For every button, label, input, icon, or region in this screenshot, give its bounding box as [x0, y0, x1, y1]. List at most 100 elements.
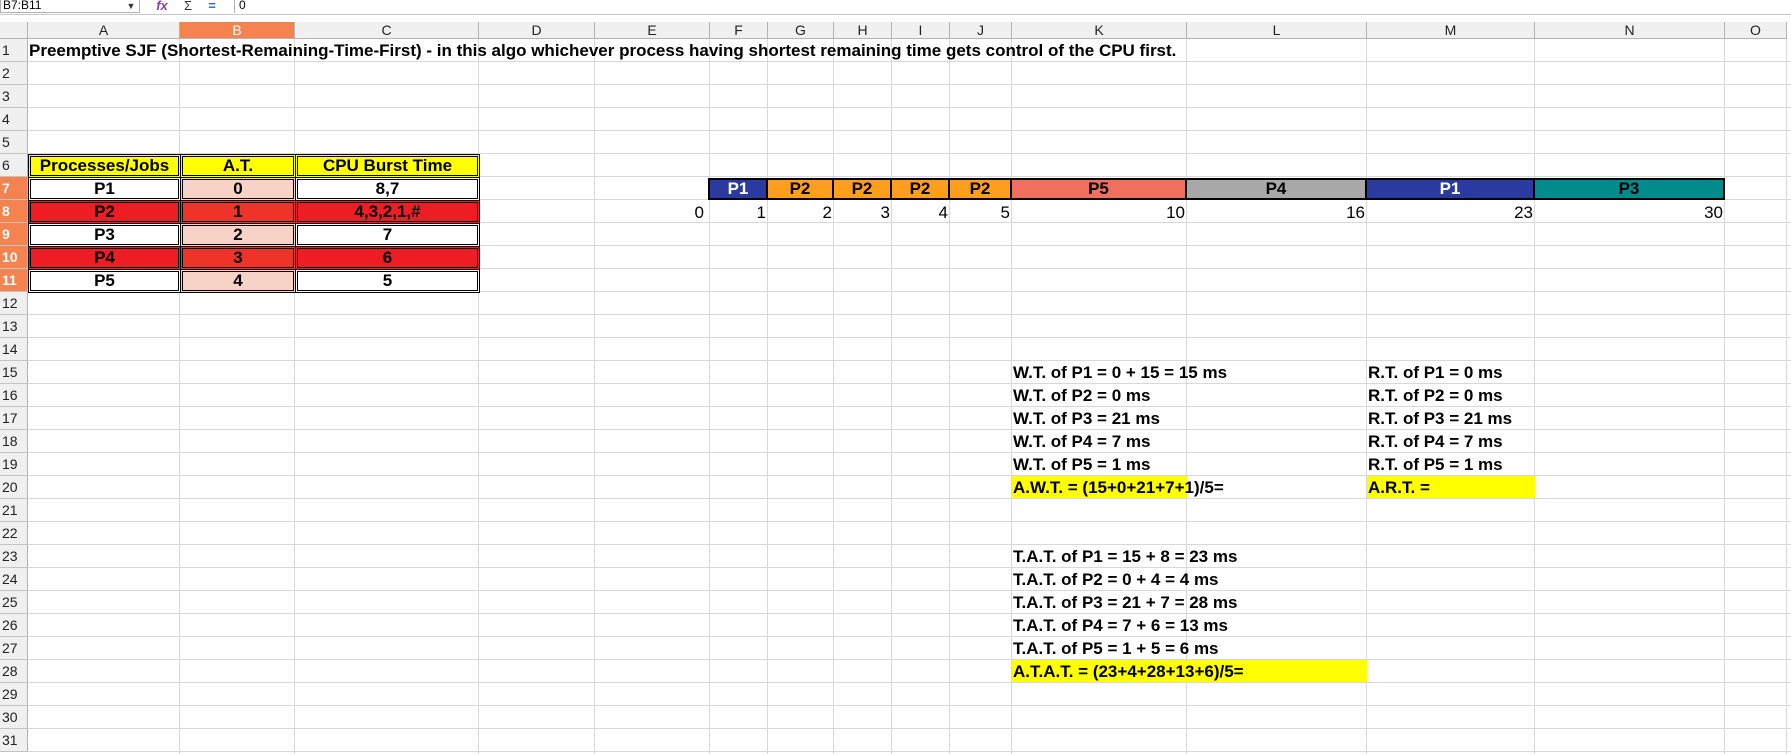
column-header-j[interactable]: J	[950, 22, 1012, 39]
column-header-b[interactable]: B	[180, 22, 295, 39]
gantt-block-p1: P1	[708, 178, 768, 200]
row-header-19[interactable]: 19	[0, 453, 28, 476]
grid-col-line	[1011, 39, 1012, 754]
table-header-1[interactable]: A.T.	[180, 154, 296, 178]
row-header-20[interactable]: 20	[0, 476, 28, 499]
gantt-block-p2: P2	[832, 178, 892, 200]
row-header-13[interactable]: 13	[0, 315, 28, 338]
art-highlight	[1367, 476, 1535, 498]
grid-row-line	[28, 176, 1791, 177]
table-cell-at[interactable]: 1	[180, 200, 296, 224]
column-header-g[interactable]: G	[768, 22, 834, 39]
table-cell-burst[interactable]: 6	[295, 246, 480, 270]
row-header-8[interactable]: 8	[0, 200, 28, 223]
grid-row-line	[28, 153, 1791, 154]
table-cell-at[interactable]: 4	[180, 269, 296, 293]
row-header-30[interactable]: 30	[0, 706, 28, 729]
row-header-28[interactable]: 28	[0, 660, 28, 683]
column-header-n[interactable]: N	[1535, 22, 1725, 39]
select-all-corner[interactable]	[0, 22, 28, 39]
function-wizard-icon[interactable]: fx	[156, 0, 168, 13]
row-header-12[interactable]: 12	[0, 292, 28, 315]
table-cell-burst[interactable]: 7	[295, 223, 480, 247]
column-header-a[interactable]: A	[28, 22, 180, 39]
column-header-c[interactable]: C	[295, 22, 479, 39]
row-header-6[interactable]: 6	[0, 154, 28, 177]
column-header-d[interactable]: D	[479, 22, 595, 39]
table-cell-process[interactable]: P5	[28, 269, 181, 293]
table-header-2[interactable]: CPU Burst Time	[295, 154, 480, 178]
row-header-3[interactable]: 3	[0, 85, 28, 108]
grid-col-line	[179, 39, 180, 754]
table-header-0[interactable]: Processes/Jobs	[28, 154, 181, 178]
table-cell-process[interactable]: P1	[28, 177, 181, 201]
row-header-21[interactable]: 21	[0, 499, 28, 522]
table-cell-at[interactable]: 3	[180, 246, 296, 270]
row-header-18[interactable]: 18	[0, 430, 28, 453]
table-cell-at[interactable]: 2	[180, 223, 296, 247]
grid-row-line	[28, 682, 1791, 683]
waiting-time-line: W.T. of P5 = 1 ms	[1013, 454, 1151, 474]
column-header-k[interactable]: K	[1012, 22, 1187, 39]
row-header-7[interactable]: 7	[0, 177, 28, 200]
grid-row-line	[28, 475, 1791, 476]
grid-col-line	[1534, 39, 1535, 754]
row-header-5[interactable]: 5	[0, 131, 28, 154]
table-cell-at[interactable]: 0	[180, 177, 296, 201]
row-header-15[interactable]: 15	[0, 361, 28, 384]
row-header-25[interactable]: 25	[0, 591, 28, 614]
formula-input[interactable]: 0	[234, 0, 1791, 13]
waiting-time-line: W.T. of P4 = 7 ms	[1013, 431, 1151, 451]
row-header-23[interactable]: 23	[0, 545, 28, 568]
column-header-l[interactable]: L	[1187, 22, 1367, 39]
row-header-16[interactable]: 16	[0, 384, 28, 407]
table-cell-burst[interactable]: 4,3,2,1,#	[295, 200, 480, 224]
gantt-tick-label: 3	[880, 203, 890, 222]
column-header-e[interactable]: E	[595, 22, 710, 39]
row-header-2[interactable]: 2	[0, 62, 28, 85]
row-header-14[interactable]: 14	[0, 338, 28, 361]
column-header-h[interactable]: H	[834, 22, 892, 39]
row-header-26[interactable]: 26	[0, 614, 28, 637]
gantt-block-p3: P3	[1533, 178, 1725, 200]
column-header-f[interactable]: F	[710, 22, 768, 39]
formula-icon[interactable]: =	[208, 0, 216, 13]
row-header-17[interactable]: 17	[0, 407, 28, 430]
grid-row-line	[28, 107, 1791, 108]
column-header-o[interactable]: O	[1725, 22, 1787, 39]
grid-row-line	[28, 61, 1791, 62]
row-header-4[interactable]: 4	[0, 108, 28, 131]
row-header-29[interactable]: 29	[0, 683, 28, 706]
row-header-9[interactable]: 9	[0, 223, 28, 246]
gantt-tick-label: 1	[756, 203, 766, 222]
table-cell-burst[interactable]: 8,7	[295, 177, 480, 201]
row-header-31[interactable]: 31	[0, 729, 28, 752]
response-time-line: R.T. of P1 = 0 ms	[1368, 362, 1503, 382]
grid-row-line	[28, 337, 1791, 338]
table-cell-process[interactable]: P4	[28, 246, 181, 270]
chevron-down-icon[interactable]: ▼	[126, 1, 136, 11]
table-cell-process[interactable]: P2	[28, 200, 181, 224]
sum-icon[interactable]: Σ	[183, 0, 193, 13]
gantt-tick-label: 30	[1704, 203, 1723, 222]
column-header-i[interactable]: I	[892, 22, 950, 39]
grid-row-line	[28, 383, 1791, 384]
grid-row-line	[28, 268, 1791, 269]
turnaround-time-line: T.A.T. of P2 = 0 + 4 = 4 ms	[1013, 569, 1219, 589]
grid-col-line	[1186, 39, 1187, 754]
column-header-m[interactable]: M	[1367, 22, 1535, 39]
grid-row-line	[28, 636, 1791, 637]
row-header-11[interactable]: 11	[0, 269, 28, 292]
gantt-tick-label: 10	[1166, 203, 1185, 222]
row-header-1[interactable]: 1	[0, 39, 28, 62]
row-header-10[interactable]: 10	[0, 246, 28, 269]
row-header-22[interactable]: 22	[0, 522, 28, 545]
table-cell-process[interactable]: P3	[28, 223, 181, 247]
table-cell-burst[interactable]: 5	[295, 269, 480, 293]
gantt-block-p5: P5	[1010, 178, 1187, 200]
row-header-27[interactable]: 27	[0, 637, 28, 660]
row-header-24[interactable]: 24	[0, 568, 28, 591]
name-box[interactable]: B7:B11	[0, 0, 140, 13]
gantt-block-p1: P1	[1365, 178, 1535, 200]
